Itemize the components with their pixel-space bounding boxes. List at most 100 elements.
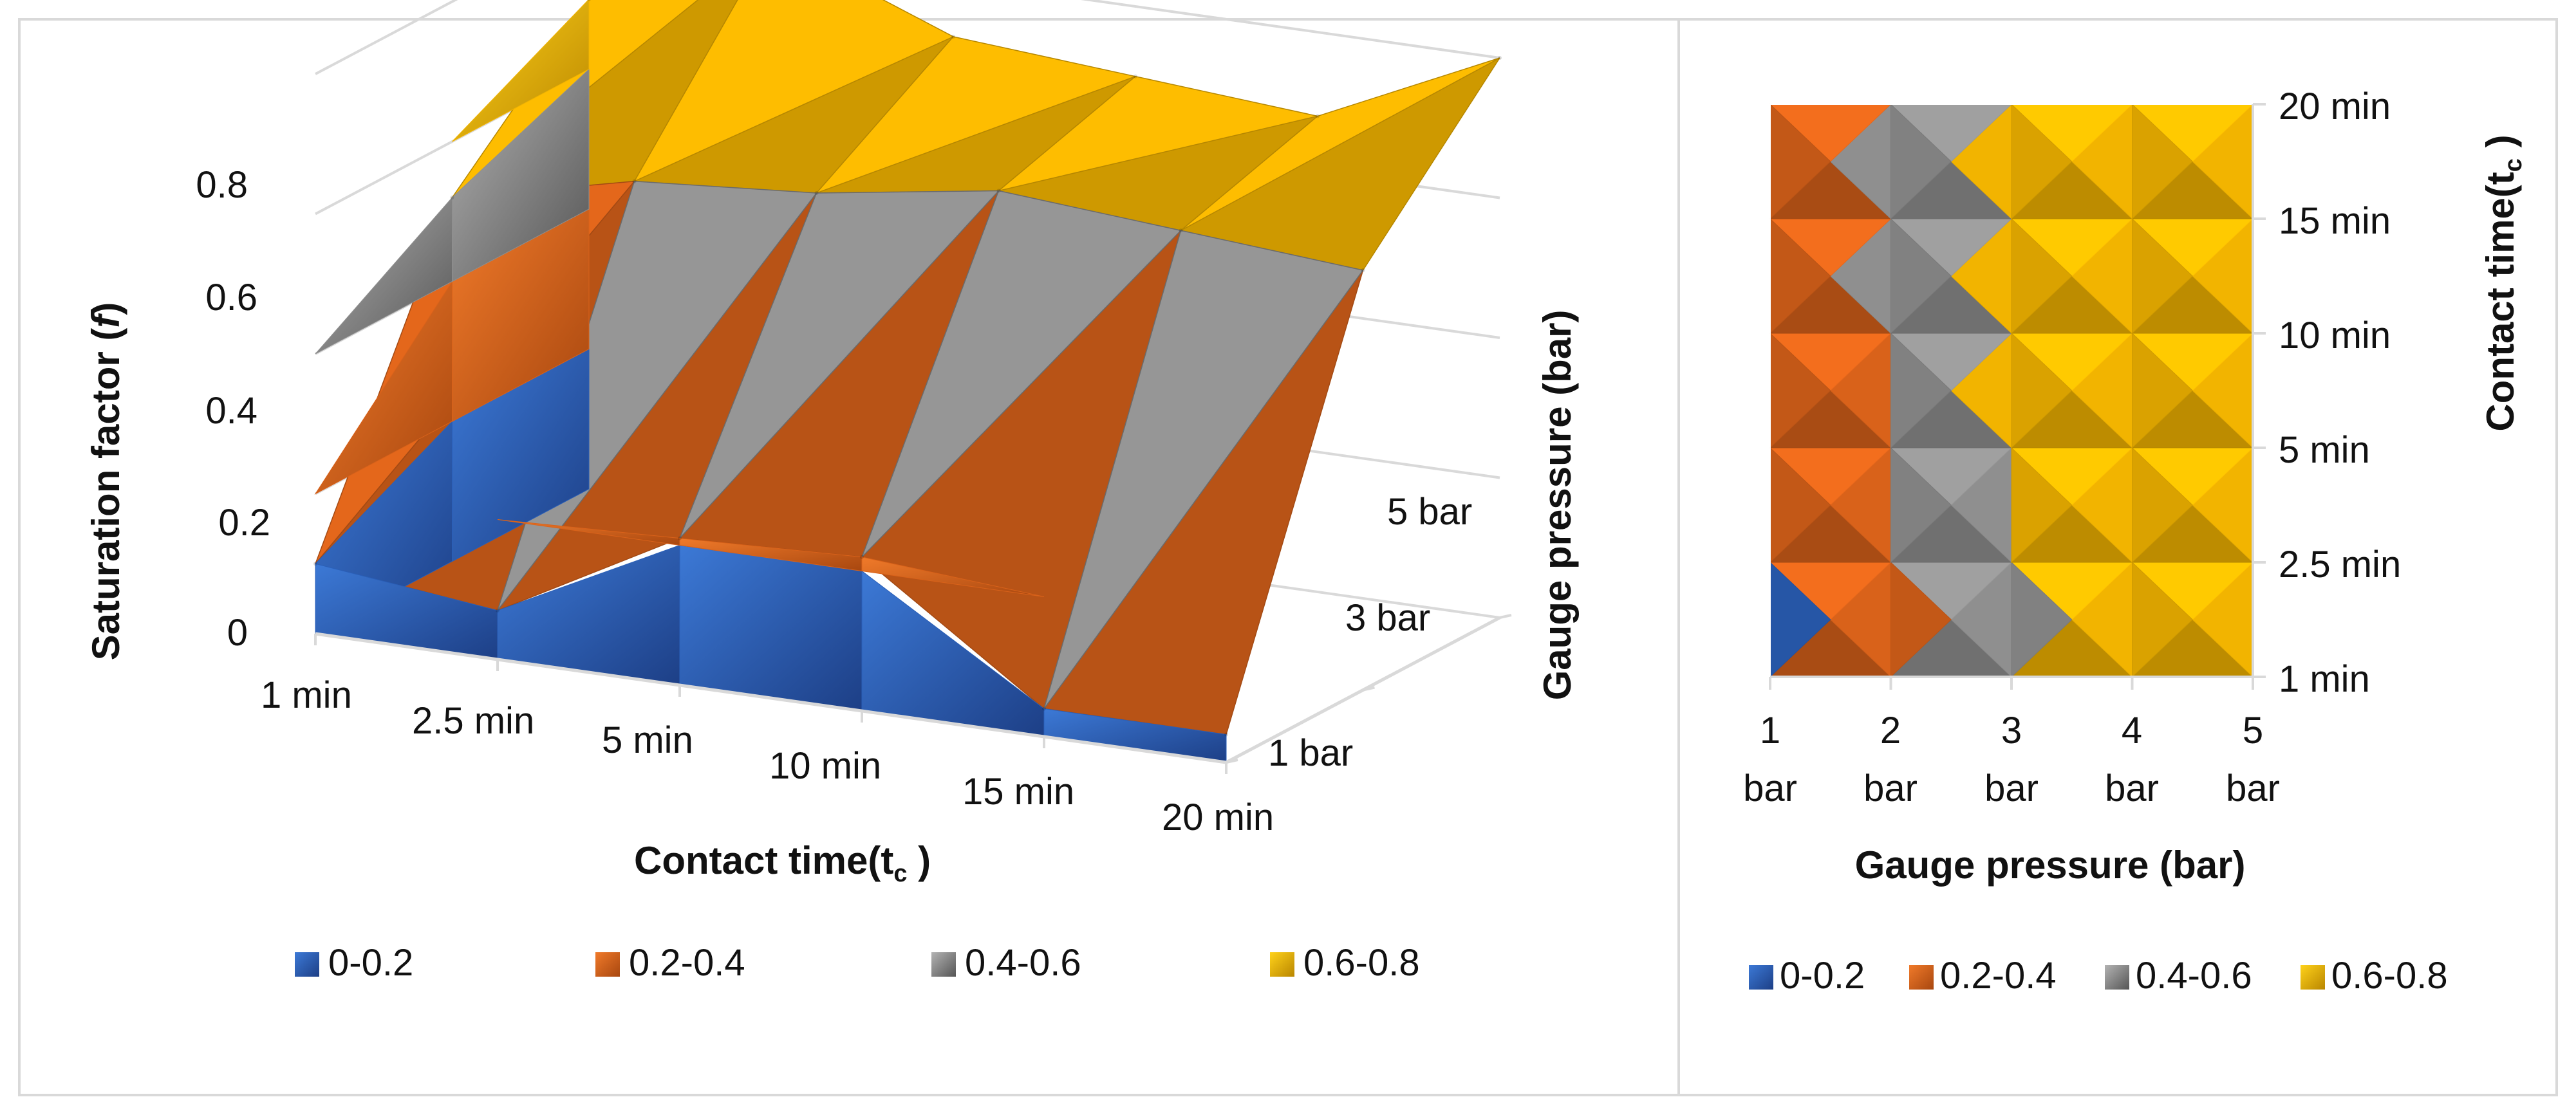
depth-tick-mark xyxy=(1499,614,1512,619)
legend-swatch-0-0.2 xyxy=(1749,965,1773,990)
surface-point xyxy=(1179,228,1183,233)
legend-swatch-0.6-0.8 xyxy=(1270,952,1294,977)
surface-facet xyxy=(1043,230,1364,709)
surface-point xyxy=(814,191,819,195)
surface-point xyxy=(860,555,864,559)
legend-swatch-0-0.2 xyxy=(295,952,319,977)
contour-y-tick-label: 20 min xyxy=(2279,86,2391,127)
z-tick-label: 0.2 xyxy=(218,502,270,544)
z-tick-label: 0.4 xyxy=(205,390,257,432)
surface-point xyxy=(496,608,499,613)
surface-axes xyxy=(314,614,1512,774)
surface-point xyxy=(678,536,682,540)
surface-point xyxy=(1042,706,1046,711)
legend-label: 0.6-0.8 xyxy=(2331,955,2448,997)
contour-cell xyxy=(2011,561,2073,678)
contour-cell xyxy=(2132,332,2193,449)
contour-cell xyxy=(2132,217,2193,335)
y-axis-title: Saturation factor (f) xyxy=(84,302,127,661)
surface-point xyxy=(313,562,317,566)
depth-axis-title: Gauge pressure (bar) xyxy=(1536,310,1579,701)
contour-legend: 0-0.2 0.2-0.4 0.4-0.6 0.6-0.8 xyxy=(1749,955,2448,997)
surface-point xyxy=(587,0,591,1)
x-tick-label: 20 min xyxy=(1162,797,1274,838)
contour-chart: 1 min 2.5 min 5 min 10 min 15 min 20 min… xyxy=(1743,86,2527,997)
contour-y-tick-label: 5 min xyxy=(2279,429,2370,471)
z-tick-label: 0 xyxy=(227,612,248,654)
contour-x-tick-label: bar xyxy=(2226,768,2280,809)
surface-point xyxy=(450,196,454,199)
legend-swatch-0.2-0.4 xyxy=(595,952,620,977)
surface-point xyxy=(1224,732,1228,737)
surface-facet xyxy=(452,0,590,142)
legend-label: 0.6-0.8 xyxy=(1303,942,1420,984)
contour-x-tick-label: 3 xyxy=(2001,710,2022,751)
contour-x-tick-label: bar xyxy=(1984,768,2039,809)
surface-facet xyxy=(633,0,955,183)
contour-cell xyxy=(2011,103,2073,220)
depth-tick-label: 5 bar xyxy=(1387,491,1472,533)
legend-label: 0.4-0.6 xyxy=(965,942,1081,984)
z-tick-label: 0.8 xyxy=(196,164,248,206)
x-tick-label: 2.5 min xyxy=(412,700,534,742)
x-tick-label: 5 min xyxy=(602,719,693,761)
surface-facet xyxy=(861,557,1045,597)
contour-cell xyxy=(1890,561,1952,678)
surface-point xyxy=(1316,114,1320,118)
surface-point xyxy=(1361,268,1365,272)
x-axis-line xyxy=(315,632,1227,764)
z-tick-label: 0.6 xyxy=(205,277,257,318)
legend-label: 0.2-0.4 xyxy=(1940,955,2057,997)
legend-swatch-0.6-0.8 xyxy=(2301,965,2325,990)
surface-ridges xyxy=(313,0,1502,737)
contour-y-tick-label: 1 min xyxy=(2279,658,2370,700)
contour-cell xyxy=(1890,103,1952,220)
surface-facet xyxy=(679,544,863,712)
z-gridline xyxy=(315,0,1500,75)
contour-cell xyxy=(2132,103,2193,220)
surface-legend: 0-0.2 0.2-0.4 0.4-0.6 0.6-0.8 xyxy=(295,942,1420,984)
contour-x-tick-label: bar xyxy=(2105,768,2159,809)
legend-swatch-0.4-0.6 xyxy=(2105,965,2129,990)
depth-tick-label: 3 bar xyxy=(1345,597,1430,639)
surface-point xyxy=(996,189,1001,193)
depth-tick-mark xyxy=(1226,759,1238,764)
contour-y-axis-title: Contact time(tc ) xyxy=(2479,134,2527,431)
surface-facet xyxy=(861,190,1182,558)
surface-facet xyxy=(998,75,1318,192)
legend-label: 0-0.2 xyxy=(1780,955,1865,997)
surface-point xyxy=(951,35,955,39)
contour-cell xyxy=(1890,332,1952,449)
contour-cell xyxy=(1890,217,1952,335)
contour-cell xyxy=(2011,447,2073,564)
x-tick-label: 1 min xyxy=(261,674,352,716)
surface-facet xyxy=(1181,57,1500,231)
surface-facet xyxy=(679,190,1000,539)
contour-x-axis-title: Gauge pressure (bar) xyxy=(1855,843,2246,887)
contour-cell xyxy=(2132,447,2193,564)
x-tick-label: 10 min xyxy=(769,745,881,787)
contour-y-tick-label: 15 min xyxy=(2279,200,2391,242)
surface-bands xyxy=(314,0,1500,763)
surface-point xyxy=(1498,56,1502,60)
contour-x-tick-label: 1 xyxy=(1760,710,1780,751)
contour-x-tick-label: bar xyxy=(1743,768,1797,809)
contour-cell xyxy=(1890,447,1952,564)
depth-tick-mark xyxy=(1363,686,1375,692)
legend-label: 0-0.2 xyxy=(328,942,413,984)
surface-facet xyxy=(816,36,1137,194)
x-tick-label: 15 min xyxy=(962,771,1074,813)
contour-x-tick-label: 5 xyxy=(2243,710,2263,751)
contour-cell xyxy=(2011,217,2073,335)
contour-y-tick-label: 2.5 min xyxy=(2279,544,2401,585)
legend-label: 0.4-0.6 xyxy=(2136,955,2252,997)
contour-x-tick-label: 4 xyxy=(2122,710,2142,751)
contour-x-tick-label: bar xyxy=(1863,768,1918,809)
depth-tick-label: 1 bar xyxy=(1268,732,1353,774)
contour-cell xyxy=(2132,561,2193,678)
contour-x-tick-label: 2 xyxy=(1880,710,1901,751)
legend-swatch-0.2-0.4 xyxy=(1909,965,1934,990)
contour-cell xyxy=(2011,332,2073,449)
contour-tick-marks xyxy=(1769,103,2266,690)
